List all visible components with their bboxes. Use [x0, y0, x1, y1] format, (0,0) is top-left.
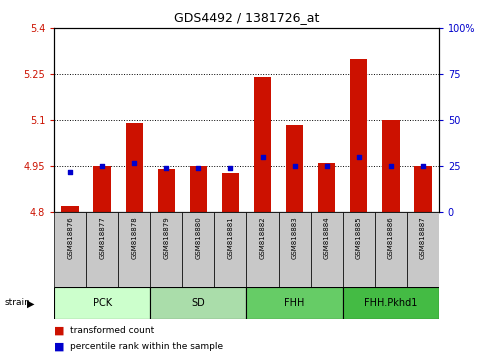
Text: percentile rank within the sample: percentile rank within the sample: [70, 342, 223, 351]
Bar: [343, 212, 375, 287]
Bar: [150, 287, 246, 319]
Point: [258, 154, 266, 160]
Text: FHH: FHH: [284, 298, 305, 308]
Text: transformed count: transformed count: [70, 326, 154, 336]
Text: GSM818879: GSM818879: [163, 216, 170, 259]
Text: GDS4492 / 1381726_at: GDS4492 / 1381726_at: [174, 11, 319, 24]
Point: [290, 164, 298, 169]
Text: GSM818885: GSM818885: [355, 216, 362, 259]
Point: [322, 164, 330, 169]
Bar: [246, 287, 343, 319]
Bar: [254, 78, 271, 212]
Text: GSM818881: GSM818881: [227, 216, 234, 259]
Text: GSM818883: GSM818883: [291, 216, 298, 259]
Bar: [158, 170, 175, 212]
Point: [226, 165, 234, 171]
Text: strain: strain: [5, 298, 31, 307]
Text: GSM818876: GSM818876: [67, 216, 73, 259]
Text: GSM818880: GSM818880: [195, 216, 202, 259]
Text: GSM818882: GSM818882: [259, 216, 266, 259]
Text: PCK: PCK: [93, 298, 112, 308]
Text: GSM818884: GSM818884: [323, 216, 330, 259]
Text: GSM818877: GSM818877: [99, 216, 106, 259]
Bar: [86, 212, 118, 287]
Bar: [126, 124, 143, 212]
Bar: [279, 212, 311, 287]
Bar: [414, 166, 431, 212]
Bar: [190, 166, 207, 212]
Bar: [54, 212, 86, 287]
Bar: [222, 172, 239, 212]
Point: [387, 164, 394, 169]
Text: ■: ■: [54, 326, 65, 336]
Text: FHH.Pkhd1: FHH.Pkhd1: [364, 298, 418, 308]
Bar: [407, 212, 439, 287]
Text: SD: SD: [192, 298, 205, 308]
Point: [162, 165, 170, 171]
Point: [419, 164, 426, 169]
Bar: [182, 212, 214, 287]
Point: [130, 160, 138, 166]
Text: ■: ■: [54, 341, 65, 351]
Bar: [318, 163, 335, 212]
Text: GSM818878: GSM818878: [131, 216, 138, 259]
Bar: [375, 212, 407, 287]
Bar: [382, 120, 399, 212]
Bar: [343, 287, 439, 319]
Text: ▶: ▶: [27, 298, 35, 308]
Bar: [286, 125, 303, 212]
Bar: [54, 287, 150, 319]
Point: [66, 169, 74, 175]
Bar: [150, 212, 182, 287]
Point: [98, 164, 106, 169]
Bar: [94, 166, 111, 212]
Point: [354, 154, 362, 160]
Bar: [118, 212, 150, 287]
Text: GSM818886: GSM818886: [387, 216, 394, 259]
Bar: [246, 212, 279, 287]
Bar: [214, 212, 246, 287]
Bar: [350, 59, 367, 212]
Text: GSM818887: GSM818887: [420, 216, 426, 259]
Bar: [311, 212, 343, 287]
Point: [194, 165, 202, 171]
Bar: [62, 206, 79, 212]
